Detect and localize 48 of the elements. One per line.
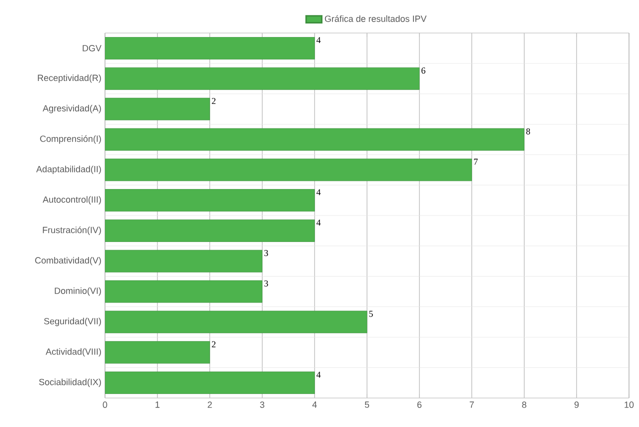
- legend-label: Gráfica de resultados IPV: [324, 15, 427, 22]
- x-tick-label: 7: [470, 402, 474, 408]
- y-tick-label: Comprensión(I): [40, 135, 101, 144]
- y-tick-label: Actividad(VIII): [46, 348, 101, 357]
- bar: [105, 37, 315, 60]
- data-label: 8: [526, 128, 530, 134]
- y-tick-label: Adaptabilidad(II): [36, 166, 101, 174]
- x-tick-label: 9: [574, 402, 579, 408]
- data-label: 4: [316, 37, 321, 44]
- y-tick-label: Seguridad(VII): [44, 318, 101, 326]
- bar: [105, 158, 472, 182]
- bar: [105, 220, 315, 242]
- x-tick-label: 6: [417, 402, 422, 408]
- bar: [105, 98, 210, 120]
- x-tick-label: 3: [260, 402, 264, 408]
- y-tick-label: Dominio(VI): [54, 287, 101, 296]
- bar: [105, 280, 262, 303]
- x-tick-label: 4: [312, 402, 317, 408]
- y-tick-label: Combatividad(V): [35, 256, 101, 266]
- data-label: 4: [316, 372, 321, 378]
- data-label: 6: [421, 68, 426, 74]
- x-tick-label: 10: [624, 402, 634, 408]
- bar: [105, 189, 315, 212]
- bar: [105, 128, 524, 151]
- y-tick-label: Frustración(IV): [42, 226, 101, 235]
- bar: [105, 310, 368, 334]
- y-tick-label: Receptividad(R): [38, 74, 101, 83]
- data-label: 3: [264, 250, 268, 256]
- data-label: 5: [369, 310, 373, 317]
- y-tick-label: DGV: [82, 45, 102, 52]
- data-label: 4: [316, 189, 321, 196]
- bar: [105, 250, 262, 272]
- x-tick-label: 8: [522, 402, 526, 408]
- bar: [105, 67, 420, 90]
- y-tick-label: Autocontrol(III): [42, 196, 101, 204]
- y-tick-label: Sociabilidad(IX): [39, 378, 101, 387]
- bar: [105, 372, 315, 394]
- data-label: 2: [212, 98, 216, 104]
- x-tick-label: 5: [364, 402, 370, 408]
- x-tick-label: 1: [156, 402, 160, 408]
- x-tick-label: 2: [208, 402, 212, 408]
- bar: [105, 341, 210, 364]
- data-label: 4: [316, 220, 321, 226]
- data-label: 2: [212, 341, 216, 348]
- y-tick-label: Agresividad(A): [42, 104, 101, 114]
- x-tick-label: 0: [102, 402, 108, 408]
- data-label: 7: [474, 158, 478, 165]
- data-label: 3: [264, 280, 268, 286]
